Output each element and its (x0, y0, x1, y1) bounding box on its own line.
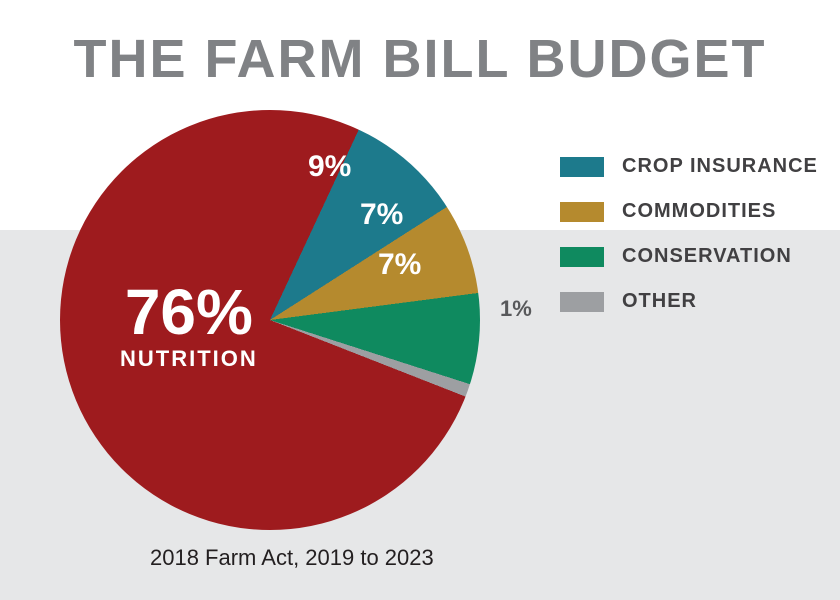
chart-title: THE FARM BILL BUDGET (0, 28, 840, 90)
legend: CROP INSURANCE COMMODITIES CONSERVATION … (560, 155, 818, 335)
slice-label-other: 1% (500, 296, 532, 322)
legend-swatch (560, 292, 604, 312)
slice-label-conservation: 7% (378, 250, 421, 280)
pie-chart: 9% 7% 7% 76% NUTRITION (60, 110, 480, 530)
slice-label-nutrition: 76% NUTRITION (120, 280, 258, 370)
chart-caption: 2018 Farm Act, 2019 to 2023 (150, 545, 434, 571)
legend-label: CONSERVATION (622, 245, 792, 268)
legend-row-conservation: CONSERVATION (560, 245, 818, 268)
legend-label: OTHER (622, 290, 697, 313)
legend-label: COMMODITIES (622, 200, 776, 223)
stage: THE FARM BILL BUDGET 9% 7% 7% 76% NUTRIT… (0, 0, 840, 600)
slice-label-commodities: 7% (360, 200, 403, 230)
legend-label: CROP INSURANCE (622, 155, 818, 178)
nutrition-pct: 76% (120, 280, 258, 344)
slice-label-crop-insurance: 9% (308, 152, 351, 182)
legend-swatch (560, 247, 604, 267)
legend-row-other: OTHER (560, 290, 818, 313)
legend-swatch (560, 202, 604, 222)
legend-row-commodities: COMMODITIES (560, 200, 818, 223)
legend-swatch (560, 157, 604, 177)
nutrition-name: NUTRITION (120, 348, 258, 370)
legend-row-crop-insurance: CROP INSURANCE (560, 155, 818, 178)
